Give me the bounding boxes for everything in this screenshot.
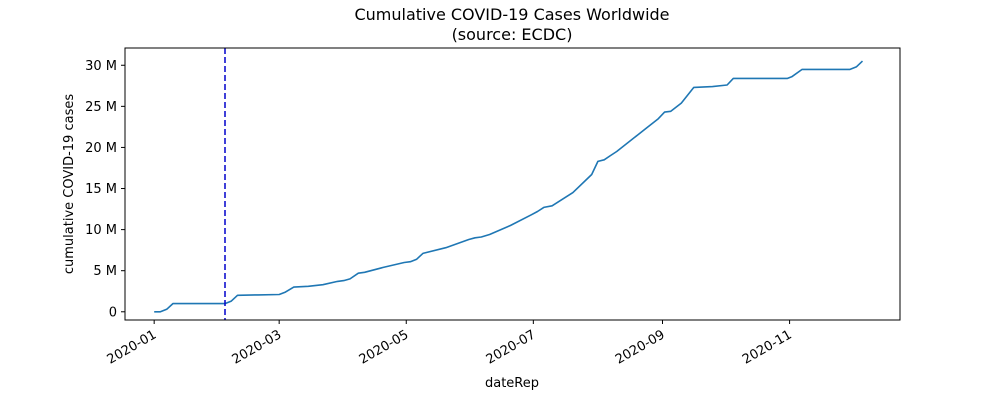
plot-frame (124, 47, 901, 321)
y-tick-label: 30 M (85, 59, 117, 74)
y-axis-label: cumulative COVID-19 cases (62, 94, 77, 274)
y-tick-label: 5 M (93, 264, 117, 279)
y-tick-label: 15 M (85, 182, 117, 197)
series-line-0 (154, 60, 864, 313)
x-tick-label: 2020-11 (740, 327, 795, 367)
y-axis-ticks: 0 5 M 10 M 15 M 20 M 25 M 30 M (85, 59, 125, 320)
y-tick-label: 10 M (85, 223, 117, 238)
x-tick-label: 2020-07 (484, 327, 539, 367)
plot-area (154, 48, 864, 320)
y-tick-label: 20 M (85, 141, 117, 156)
x-tick-label: 2020-01 (105, 327, 160, 367)
x-tick-label: 2020-05 (357, 327, 412, 367)
chart-subtitle: (source: ECDC) (452, 25, 573, 44)
y-tick-label: 0 (109, 305, 117, 320)
chart-title: Cumulative COVID-19 Cases Worldwide (354, 5, 669, 24)
x-tick-label: 2020-09 (613, 327, 668, 367)
x-axis-ticks: 2020-01 2020-03 2020-05 2020-07 2020-09 2020-… (105, 320, 795, 368)
x-axis-label: dateRep (485, 376, 539, 391)
x-tick-label: 2020-03 (230, 327, 285, 367)
y-tick-label: 25 M (85, 100, 117, 115)
